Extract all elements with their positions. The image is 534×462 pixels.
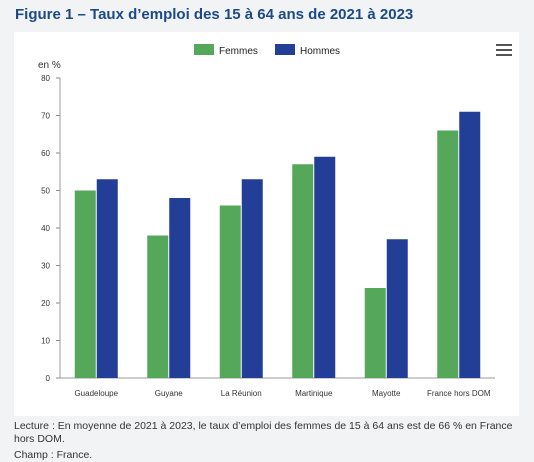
bar-hommes-0 [96, 179, 118, 378]
y-tick-label: 70 [41, 112, 50, 121]
x-tick-label: La Réunion [221, 389, 262, 398]
x-tick-label: France hors DOM [427, 389, 491, 398]
bar-femmes-4 [364, 288, 386, 378]
y-tick-label: 0 [46, 374, 51, 383]
bar-femmes-0 [74, 190, 96, 378]
legend-swatch-femmes [194, 44, 214, 55]
legend-label-hommes: Hommes [300, 46, 340, 57]
bar-hommes-1 [169, 198, 191, 378]
x-tick-label: Martinique [295, 389, 333, 398]
y-tick-label: 80 [41, 74, 50, 83]
bar-hommes-3 [314, 156, 336, 378]
scope-note: Champ : France. [14, 449, 93, 461]
y-tick-label: 10 [41, 337, 50, 346]
bar-hommes-2 [241, 179, 263, 378]
figure-title: Figure 1 – Taux d’emploi des 15 à 64 ans… [15, 6, 414, 23]
x-tick-label: Mayotte [372, 389, 401, 398]
bar-hommes-4 [386, 239, 408, 378]
bar-femmes-5 [437, 130, 459, 378]
reading-note: Lecture : En moyenne de 2021 à 2023, le … [14, 420, 513, 445]
legend-swatch-hommes [275, 44, 295, 55]
y-tick-label: 40 [41, 224, 50, 233]
hamburger-menu-icon[interactable] [496, 44, 512, 56]
y-tick-label: 50 [41, 187, 50, 196]
legend-label-femmes: Femmes [219, 46, 258, 57]
bar-femmes-3 [292, 164, 314, 378]
y-tick-label: 20 [41, 299, 50, 308]
y-tick-label: 60 [41, 149, 50, 158]
bar-femmes-2 [219, 205, 241, 378]
y-tick-label: 30 [41, 262, 50, 271]
x-tick-label: Guyane [155, 389, 184, 398]
x-tick-label: Guadeloupe [74, 389, 118, 398]
bar-femmes-1 [147, 235, 169, 378]
y-axis-label: en % [38, 60, 61, 71]
bar-hommes-5 [459, 111, 481, 378]
